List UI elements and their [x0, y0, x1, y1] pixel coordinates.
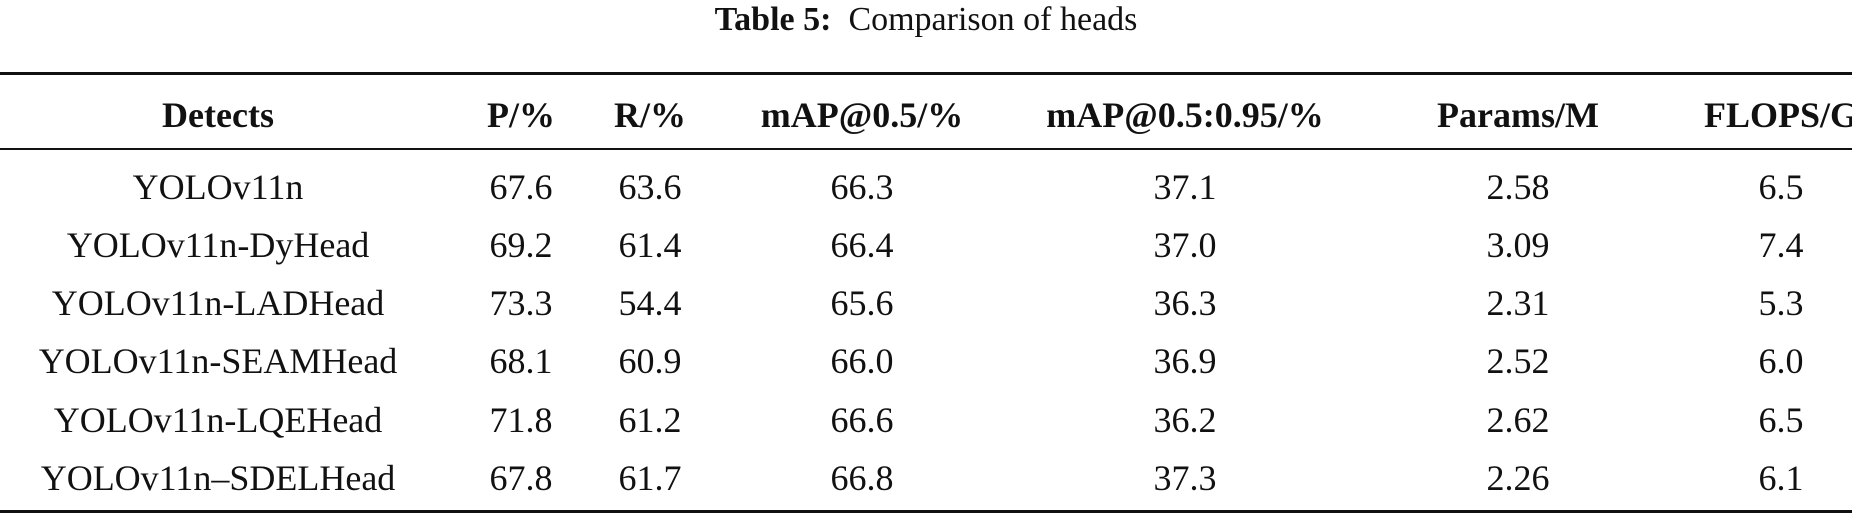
table-cell: 37.1 [1153, 167, 1217, 207]
table-cell: 37.0 [1153, 225, 1217, 265]
table-cell: 2.58 [1486, 167, 1550, 207]
table-cell: 6.5 [1758, 400, 1804, 440]
table-cell: 36.3 [1153, 283, 1217, 323]
table-cell: 61.4 [618, 225, 682, 265]
header-cell: mAP@0.5:0.95/% [1046, 95, 1324, 135]
bottom-rule [0, 510, 1852, 513]
header-cell: FLOPS/G [1703, 95, 1852, 135]
table-cell: 66.8 [830, 458, 894, 498]
table-cell: YOLOv11n [132, 167, 304, 207]
table-cell: 54.4 [618, 283, 682, 323]
table-cell: 7.4 [1758, 225, 1804, 265]
header-cell: R/% [614, 95, 686, 135]
table-cell: 65.6 [830, 283, 894, 323]
caption: Table 5: Comparison of heads [0, 0, 1852, 40]
table-cell: 2.26 [1486, 458, 1550, 498]
table-cell: YOLOv11n-DyHead [66, 225, 370, 265]
table-cell: 69.2 [489, 225, 553, 265]
table-cell: YOLOv11n-SEAMHead [38, 341, 398, 381]
header-cell: Params/M [1437, 95, 1599, 135]
top-rule [0, 72, 1852, 75]
table-cell: YOLOv11n–SDELHead [40, 458, 396, 498]
table-cell: 61.7 [618, 458, 682, 498]
table-cell: YOLOv11n-LQEHead [53, 400, 383, 440]
table-cell: 73.3 [489, 283, 553, 323]
table-cell: 3.09 [1486, 225, 1550, 265]
caption-label: Table 5: [714, 1, 832, 38]
header-cell: P/% [487, 95, 555, 135]
table-cell: 36.9 [1153, 341, 1217, 381]
table-cell: 6.1 [1758, 458, 1804, 498]
header-rule [0, 148, 1852, 150]
table-cell: 37.3 [1153, 458, 1217, 498]
table-cell: 36.2 [1153, 400, 1217, 440]
table-cell: 66.6 [830, 400, 894, 440]
table-cell: 5.3 [1758, 283, 1804, 323]
table-cell: 67.8 [489, 458, 553, 498]
table-cell: 67.6 [489, 167, 553, 207]
caption-text: Comparison of heads [848, 1, 1138, 38]
table-cell: 60.9 [618, 341, 682, 381]
table-cell: 63.6 [618, 167, 682, 207]
table-cell: 66.4 [830, 225, 894, 265]
header-cell: mAP@0.5/% [760, 95, 964, 135]
table-cell: 68.1 [489, 341, 553, 381]
table-cell: 2.31 [1486, 283, 1550, 323]
table-cell: 2.52 [1486, 341, 1550, 381]
table-cell: 2.62 [1486, 400, 1550, 440]
table-cell: 61.2 [618, 400, 682, 440]
table-cell: 6.0 [1758, 341, 1804, 381]
table-cell: 71.8 [489, 400, 553, 440]
table-cell: 6.5 [1758, 167, 1804, 207]
table-cell: YOLOv11n-LADHead [51, 283, 385, 323]
table-cell: 66.3 [830, 167, 894, 207]
table-cell: 66.0 [830, 341, 894, 381]
header-cell: Detects [162, 95, 274, 135]
